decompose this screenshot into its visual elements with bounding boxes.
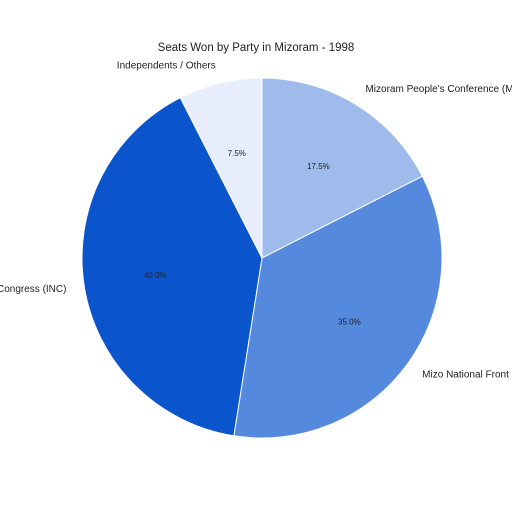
category-label-others: Independents / Others [117, 60, 216, 71]
percent-label-inc: 40.0% [144, 271, 167, 280]
pie-slice-mpc [261, 77, 424, 259]
pie-labels: 17.5% Mizoram People's Conference (MPC) 35… [0, 60, 512, 380]
category-label-mpc: Mizoram People's Conference (MPC) [365, 84, 512, 95]
percent-label-mpc: 17.5% [307, 162, 330, 171]
percent-label-mnf: 35.0% [338, 317, 361, 326]
percent-label-others: 7.5% [228, 149, 246, 158]
pie-slice-inc [81, 96, 263, 437]
pie-slice-others [179, 77, 263, 259]
category-label-inc: Indian National Congress (INC) [0, 284, 66, 295]
pie-slices [81, 77, 443, 439]
chart-title: Seats Won by Party in Mizoram - 1998 [158, 42, 355, 54]
category-label-mnf: Mizo National Front (MNF) [422, 369, 512, 380]
pie-slice-mnf [233, 175, 443, 439]
